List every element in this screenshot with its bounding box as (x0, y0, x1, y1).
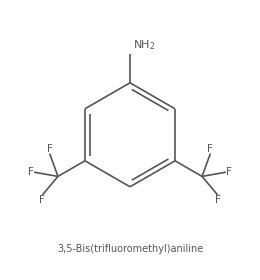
Text: F: F (47, 144, 53, 154)
Text: NH$_2$: NH$_2$ (133, 38, 155, 52)
Text: F: F (215, 195, 220, 205)
Text: F: F (207, 144, 213, 154)
Text: F: F (28, 167, 34, 177)
Text: 3,5-Bis(trifluoromethyl)aniline: 3,5-Bis(trifluoromethyl)aniline (57, 244, 203, 254)
Text: F: F (40, 195, 45, 205)
Text: F: F (226, 167, 232, 177)
